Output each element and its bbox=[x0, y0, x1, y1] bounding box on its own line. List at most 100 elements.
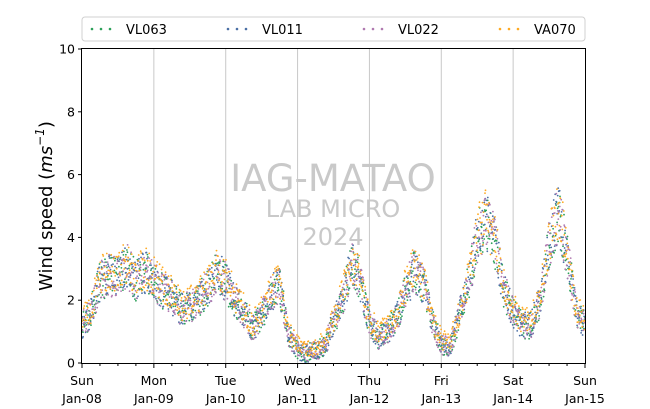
data-point bbox=[232, 299, 235, 302]
data-point bbox=[112, 270, 115, 273]
data-point bbox=[326, 348, 329, 351]
data-point bbox=[176, 306, 179, 308]
data-point bbox=[335, 300, 338, 302]
data-point bbox=[322, 354, 325, 357]
data-point bbox=[336, 305, 339, 307]
data-point bbox=[159, 305, 162, 307]
data-point bbox=[504, 287, 507, 289]
data-point bbox=[543, 282, 546, 285]
data-point bbox=[109, 286, 112, 289]
data-point bbox=[404, 302, 407, 305]
data-point bbox=[508, 295, 511, 297]
data-point bbox=[199, 282, 202, 285]
data-point bbox=[424, 279, 426, 281]
data-point bbox=[575, 315, 577, 318]
data-point bbox=[317, 347, 320, 350]
data-point bbox=[196, 290, 199, 292]
data-point bbox=[273, 306, 276, 308]
data-point bbox=[536, 307, 539, 309]
data-point bbox=[83, 319, 86, 322]
legend-marker bbox=[498, 27, 502, 31]
data-point bbox=[198, 310, 201, 313]
data-point bbox=[213, 288, 215, 291]
x-tick-label-day: Wed bbox=[284, 373, 311, 388]
data-point bbox=[319, 333, 322, 335]
data-point bbox=[136, 270, 139, 273]
data-point bbox=[559, 229, 562, 231]
y-tick-label: 0 bbox=[67, 356, 75, 371]
data-point bbox=[161, 307, 164, 310]
data-point bbox=[488, 234, 491, 236]
data-point bbox=[313, 347, 316, 350]
data-point bbox=[357, 268, 359, 271]
data-point bbox=[428, 291, 430, 294]
data-point bbox=[443, 353, 446, 356]
data-point bbox=[365, 317, 368, 320]
legend-marker bbox=[244, 27, 248, 31]
data-point bbox=[514, 308, 517, 310]
data-point bbox=[413, 259, 415, 261]
data-point bbox=[561, 208, 564, 211]
data-point bbox=[489, 212, 492, 214]
data-point bbox=[140, 289, 143, 292]
data-point bbox=[253, 315, 255, 318]
data-point bbox=[390, 331, 393, 333]
data-point bbox=[452, 334, 455, 337]
data-point bbox=[581, 310, 584, 313]
data-point bbox=[524, 308, 527, 311]
data-point bbox=[206, 281, 209, 284]
data-point bbox=[82, 307, 85, 310]
data-point bbox=[243, 326, 245, 329]
data-point bbox=[509, 313, 511, 316]
data-point bbox=[320, 335, 323, 338]
data-point bbox=[121, 273, 124, 276]
data-point bbox=[226, 272, 228, 274]
data-point bbox=[138, 282, 141, 285]
data-point bbox=[448, 336, 450, 339]
data-point bbox=[556, 210, 559, 212]
data-point bbox=[436, 344, 438, 347]
legend-box bbox=[81, 16, 586, 42]
data-point bbox=[150, 292, 153, 294]
data-point bbox=[93, 309, 96, 311]
data-point bbox=[366, 303, 369, 306]
data-point bbox=[436, 335, 438, 337]
data-point bbox=[508, 317, 511, 320]
data-point bbox=[170, 274, 173, 277]
data-point bbox=[133, 269, 136, 272]
data-point bbox=[307, 340, 310, 342]
data-point bbox=[371, 331, 374, 334]
data-point bbox=[343, 269, 346, 272]
data-point bbox=[509, 320, 512, 323]
data-point bbox=[269, 276, 272, 279]
data-point bbox=[468, 260, 471, 262]
data-point bbox=[409, 281, 411, 284]
data-point bbox=[258, 311, 261, 314]
data-point bbox=[499, 257, 502, 260]
data-point bbox=[581, 325, 584, 328]
data-point bbox=[155, 297, 157, 300]
data-point bbox=[580, 329, 583, 332]
data-point bbox=[184, 299, 187, 302]
data-point bbox=[424, 288, 427, 291]
data-point bbox=[494, 268, 497, 270]
data-point bbox=[538, 315, 540, 317]
data-point bbox=[142, 253, 144, 256]
data-point bbox=[217, 269, 220, 272]
data-point bbox=[332, 311, 335, 314]
data-point bbox=[198, 298, 201, 301]
data-point bbox=[474, 267, 476, 269]
data-point bbox=[239, 321, 242, 324]
data-point bbox=[411, 249, 414, 252]
data-point bbox=[395, 325, 398, 328]
data-point bbox=[499, 284, 502, 287]
data-point bbox=[166, 299, 169, 302]
data-point bbox=[125, 271, 127, 274]
data-point bbox=[482, 240, 484, 242]
data-point bbox=[481, 209, 484, 212]
data-point bbox=[349, 278, 352, 280]
data-point bbox=[242, 322, 244, 324]
data-point bbox=[111, 294, 113, 297]
data-point bbox=[234, 286, 236, 289]
data-point bbox=[418, 286, 421, 288]
